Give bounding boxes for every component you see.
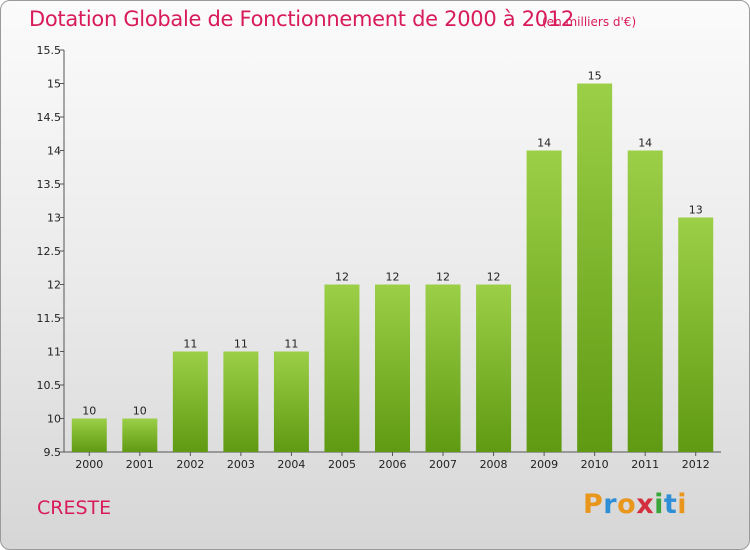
- x-tick-label: 2007: [429, 458, 457, 471]
- bar-2001: [122, 418, 158, 452]
- bar-2005: [324, 284, 360, 452]
- bar-value-label: 11: [183, 338, 197, 351]
- logo-letter: r: [603, 489, 618, 520]
- logo-letter: t: [663, 489, 678, 520]
- logo-letter: P: [583, 489, 604, 520]
- x-tick-label: 2002: [176, 458, 204, 471]
- bar-2011: [627, 150, 663, 452]
- bar-value-label: 14: [638, 137, 652, 150]
- bar-value-label: 11: [234, 338, 248, 351]
- bar-2004: [273, 351, 309, 452]
- bar-2012: [678, 217, 714, 452]
- x-tick-label: 2011: [631, 458, 659, 471]
- bar-2003: [223, 351, 259, 452]
- bar-2009: [526, 150, 562, 452]
- chart-title: Dotation Globale de Fonctionnement de 20…: [29, 7, 574, 31]
- chart-subtitle: (en milliers d'€): [542, 15, 637, 29]
- proxiti-logo[interactable]: Proxiti: [583, 489, 687, 520]
- y-axis: 9.5 10 10.5 11 11.5 12 12.5 13 13.5 14 14.5 15 15.5: [37, 44, 65, 459]
- x-tick-label: 2001: [126, 458, 154, 471]
- bar-2007: [425, 284, 461, 452]
- bar-2000: [71, 418, 107, 452]
- y-tick-label: 15.5: [37, 44, 62, 57]
- logo-letter: i: [654, 489, 664, 520]
- bar-value-label: 12: [386, 271, 400, 284]
- logo-letter: i: [677, 489, 688, 520]
- bar-value-label: 12: [436, 271, 450, 284]
- y-tick-label: 11: [47, 346, 61, 359]
- bar-2010: [577, 83, 613, 452]
- y-tick-label: 12: [47, 279, 61, 292]
- bar-value-label: 12: [487, 271, 501, 284]
- bar-value-label: 12: [335, 271, 349, 284]
- bar-value-label: 14: [537, 137, 551, 150]
- x-tick-label: 2003: [227, 458, 255, 471]
- y-tick-label: 14.5: [37, 111, 62, 124]
- commune-name: CRESTE: [37, 497, 112, 519]
- y-tick-label: 11.5: [37, 312, 62, 325]
- x-tick-label: 2000: [75, 458, 103, 471]
- y-tick-label: 13: [47, 212, 61, 225]
- bar-value-label: 10: [82, 405, 96, 418]
- y-tick-label: 14: [47, 145, 61, 158]
- bar-2006: [375, 284, 410, 452]
- bar-value-label: 13: [689, 204, 703, 217]
- bar-value-label: 11: [284, 338, 298, 351]
- x-tick-label: 2012: [682, 458, 710, 471]
- x-tick-label: 2006: [379, 458, 407, 471]
- bars: 10 10 11 11 11 12 12 12 12 14 15 14 13: [71, 70, 714, 452]
- x-tick-label: 2005: [328, 458, 356, 471]
- y-tick-label: 13.5: [37, 178, 62, 191]
- y-tick-label: 10.5: [37, 379, 62, 392]
- bar-value-label: 10: [133, 405, 147, 418]
- bar-2002: [172, 351, 208, 452]
- bar-value-label: 15: [588, 70, 602, 83]
- y-tick-label: 10: [47, 413, 61, 426]
- x-tick-label: 2004: [277, 458, 305, 471]
- y-tick-label: 12.5: [37, 245, 62, 258]
- x-axis: 2000 2001 2002 2003 2004 2005 2006 2007 2008 2009…: [64, 451, 721, 471]
- x-tick-label: 2008: [480, 458, 508, 471]
- logo-letter: x: [636, 489, 655, 520]
- y-tick-label: 15: [47, 78, 61, 91]
- bar-2008: [476, 284, 512, 452]
- y-tick-label: 9.5: [44, 446, 62, 459]
- x-tick-label: 2009: [530, 458, 558, 471]
- logo-letter: o: [617, 489, 637, 520]
- x-tick-label: 2010: [581, 458, 609, 471]
